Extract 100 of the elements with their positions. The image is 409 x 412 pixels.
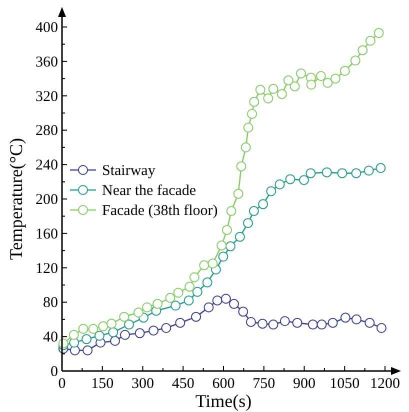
y-tick-label: 280 [36,123,58,140]
point [351,168,362,178]
x-tick-label: 750 [252,376,276,392]
point [364,318,375,328]
x-tick-label: 1050 [330,376,360,392]
y-tick-label: 400 [36,20,58,36]
point [350,56,360,66]
point [268,84,278,94]
point [133,308,144,318]
point [364,166,374,176]
point [249,96,260,107]
y-tick-label: 0 [50,364,58,380]
point [94,330,104,341]
point [106,318,117,329]
point [78,324,88,334]
point [165,292,176,303]
point [119,312,130,322]
point [296,68,306,78]
y-tick-label: 200 [36,192,58,208]
point [328,318,338,328]
point [290,81,300,92]
x-axis-title: Time(s) [195,391,252,411]
point [240,142,251,152]
point [81,334,92,344]
y-tick-label: 240 [36,158,58,174]
point [322,78,333,88]
y-tick-label: 40 [43,330,58,346]
point [184,295,194,306]
y-tick-label: 80 [43,295,58,312]
x-tick-label: 300 [132,376,154,392]
point [266,186,276,196]
legend-label: Stairway [102,163,156,179]
point [120,330,130,340]
point [220,294,231,304]
point [208,258,218,268]
x-tick-label: 600 [212,376,235,392]
point [306,168,316,178]
point [98,321,108,332]
point [283,75,294,86]
point [276,89,287,100]
point [263,93,274,104]
point [226,206,236,216]
point [189,272,200,282]
point [308,320,318,330]
point [88,324,98,334]
point [170,300,181,311]
legend-label: Facade (38th floor) [102,203,218,219]
x-tick-label: 450 [172,376,194,392]
point [234,232,245,242]
point [330,74,340,84]
point [247,108,258,119]
point [316,71,326,82]
point [110,336,120,346]
point [82,345,93,356]
point [258,199,268,210]
x-tick-label: 1200 [370,376,400,392]
point [238,306,248,317]
legend-label: Near the facade [102,183,196,199]
point [175,318,186,328]
point [285,174,296,184]
point [292,318,302,328]
point [246,316,256,327]
point [365,36,376,46]
point [298,175,309,186]
point [242,218,253,228]
point [124,320,134,330]
y-tick-label: 360 [36,54,58,70]
point [222,224,232,235]
y-tick-label: 120 [36,260,58,277]
point [204,302,214,312]
point [233,188,244,199]
point [228,298,239,309]
point [226,241,236,252]
point [184,282,195,292]
point [218,252,228,262]
point [255,84,266,95]
x-tick-label: 150 [91,376,114,392]
point [191,312,202,322]
point [68,330,79,340]
point [337,168,348,178]
point [268,320,278,330]
point [202,277,212,288]
point [173,288,184,298]
point [258,318,268,329]
point [280,316,290,326]
point [376,163,386,174]
point [134,328,145,338]
point [199,260,210,270]
point [216,240,227,250]
point [376,323,386,333]
point [358,45,368,56]
point [161,323,172,333]
point [374,28,384,38]
point [351,314,362,324]
y-tick-label: 160 [36,226,58,242]
point [274,179,285,190]
y-tick-label: 320 [36,88,58,105]
point [340,312,350,323]
point [212,295,222,306]
point [142,302,152,312]
